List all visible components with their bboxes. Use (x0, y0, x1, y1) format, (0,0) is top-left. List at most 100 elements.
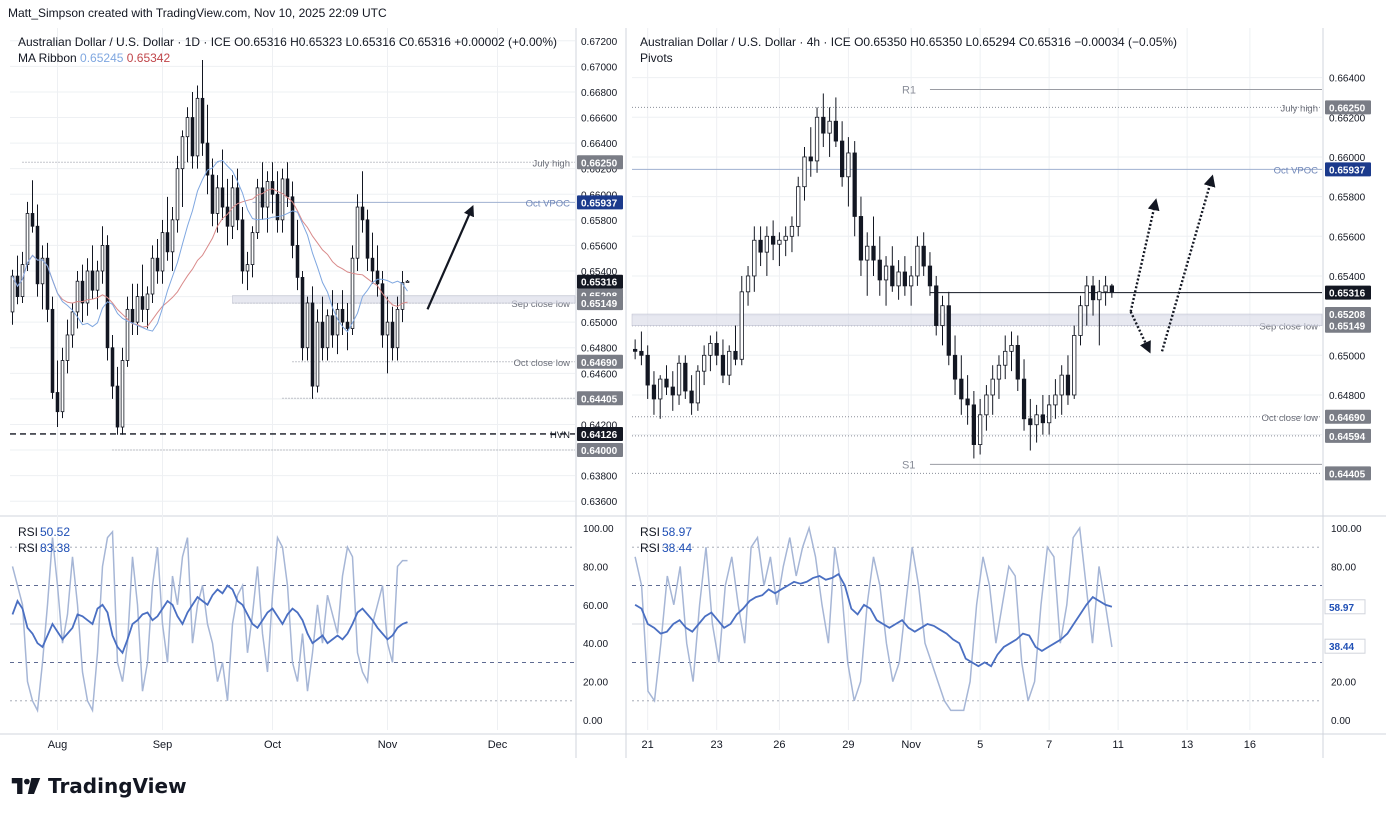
right-level-oct-close-low-price-tag (1325, 409, 1371, 424)
right-candle-body (846, 152, 851, 178)
left-rsi-fast-line (11, 529, 408, 714)
left-candle-body (295, 245, 300, 278)
left-candle-body (245, 264, 250, 272)
left-candle-body (300, 276, 305, 349)
left-y-tick-label: 0.65400 (581, 267, 618, 278)
right-candle-body (990, 378, 995, 396)
left-candle-body (285, 178, 290, 198)
right-level-0.64594-price-text: 0.64594 (1329, 432, 1366, 443)
left-candle-body (375, 270, 380, 285)
ohlc-low: L0.65316 (346, 35, 399, 49)
right-level-sep-close-low-price-tag (1325, 318, 1371, 333)
brand-name: TradingView (48, 774, 187, 798)
right-candle-body (827, 120, 832, 134)
left-candle-body (155, 257, 160, 272)
right-candle-body (1065, 374, 1071, 396)
left-candle-body (225, 206, 230, 227)
right-candle-body (745, 275, 751, 293)
left-level-oct-vpoc-label: Oct VPOC (526, 198, 570, 209)
left-level-july-high-label: July high (533, 158, 571, 169)
left-rsi-label-2: RSI (18, 541, 38, 555)
left-candle-body (130, 308, 135, 323)
left-projection-arrow (426, 205, 474, 310)
right-candle-body (658, 378, 663, 400)
left-candle-body (175, 168, 180, 221)
right-candle-body (802, 156, 807, 188)
left-level-0.64000-price-tag (577, 443, 623, 458)
ohlc-close: C0.65316 (1019, 35, 1074, 49)
ohlc-title: Australian Dollar / U.S. Dollar · 1D · I… (18, 35, 234, 49)
left-y-tick-label: 0.64800 (581, 344, 618, 355)
right-candle-body (896, 271, 901, 287)
right-candle-body (959, 378, 964, 400)
left-candle-body (165, 232, 170, 253)
right-candle-body (871, 245, 876, 261)
right-candle-body (1090, 285, 1096, 301)
right-rsi-tick-label: 0.00 (1331, 716, 1351, 727)
left-candle-body (170, 219, 175, 253)
left-rsi-value-2: 83.38 (40, 541, 70, 555)
right-pivots-label: Pivots (640, 51, 673, 65)
right-candle-body (714, 343, 719, 356)
left-x-tick-label: Oct (264, 739, 281, 751)
right-candle-body (1078, 305, 1083, 336)
left-candle-body (345, 321, 350, 329)
left-level-oct-vpoc-price-text: 0.65937 (581, 198, 618, 209)
arrows-layer (426, 174, 1216, 354)
right-rsi-fast-line (634, 525, 1113, 712)
right-level-sep-close-low-label: Sep close low (1259, 322, 1318, 333)
left-level-july-high-price-tag (577, 155, 623, 170)
right-candle-body (783, 235, 788, 241)
left-level-hvn-label: HVN (550, 430, 570, 441)
right-candle-body (915, 245, 920, 277)
left-y-tick-label: 0.65800 (581, 216, 618, 227)
right-y-tick-label: 0.65400 (1329, 272, 1366, 283)
right-candle-body (1047, 404, 1052, 424)
right-candle-body (883, 265, 889, 281)
left-candle-body (150, 257, 155, 295)
right-candle-body (1028, 418, 1033, 426)
left-candle-body (50, 308, 55, 393)
ohlc-close: C0.65316 (399, 35, 454, 49)
tradingview-brand[interactable]: TradingView (10, 774, 187, 798)
left-y-tick-label: 0.66800 (581, 88, 618, 99)
left-y-tick-label: 0.65600 (581, 241, 618, 252)
right-y-tick-label: 0.65000 (1329, 351, 1366, 362)
left-y-tick-label: 0.67000 (581, 62, 618, 73)
right-candle-body (777, 239, 782, 245)
right-level-0.65316-price-tag (1325, 285, 1371, 300)
left-candle-body (45, 257, 50, 310)
left-candle-body (110, 347, 115, 387)
left-candle-body (215, 187, 220, 214)
right-candle-body (720, 354, 726, 376)
right-candle-body (764, 235, 769, 253)
series-layer (10, 59, 1114, 459)
left-candle-body (10, 275, 15, 313)
left-rsi-label-1: RSI (18, 525, 38, 539)
left-candle-body (390, 321, 395, 349)
left-candle-body (60, 360, 65, 413)
left-candle-body (365, 219, 370, 259)
right-y-tick-label: 0.66400 (1329, 74, 1366, 85)
right-rsi-tick-label: 100.00 (1331, 524, 1362, 535)
left-level-sep-close-low-price-tag (577, 296, 623, 311)
left-level-sep-close-low-price-text: 0.65149 (581, 299, 618, 310)
ohlc-open: O0.65316 (234, 35, 290, 49)
right-rsi-value-2: 38.44 (662, 541, 692, 555)
left-y-tick-label: 0.66600 (581, 114, 618, 125)
chart-canvas[interactable]: July high Oct VPOC Sep close low Oct close … (0, 0, 1386, 770)
left-candle-body (380, 283, 385, 336)
right-candle-body (676, 362, 682, 396)
right-level-r1-label: R1 (902, 84, 916, 96)
right-candle-body (752, 239, 757, 277)
left-candle-body (250, 232, 255, 266)
left-rsi-tick-label: 0.00 (583, 716, 603, 727)
right-x-tick-label: 29 (842, 739, 854, 751)
right-chart-title: Australian Dollar / U.S. Dollar · 4h · I… (640, 35, 1177, 49)
right-candle-body (633, 348, 638, 352)
right-candle-body (1003, 350, 1008, 366)
right-candle-body (670, 386, 675, 396)
right-level-0.64405-price-text: 0.64405 (1329, 469, 1366, 480)
right-candle-body (689, 390, 694, 404)
left-candle-body (190, 117, 195, 157)
